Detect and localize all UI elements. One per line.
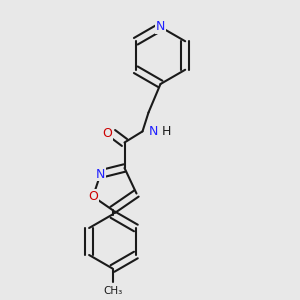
Text: N: N (148, 125, 158, 138)
Text: O: O (102, 127, 112, 140)
Text: N: N (96, 167, 105, 181)
Text: O: O (88, 190, 98, 203)
Text: H: H (162, 125, 171, 138)
Text: CH₃: CH₃ (103, 286, 122, 296)
Text: N: N (156, 20, 165, 34)
